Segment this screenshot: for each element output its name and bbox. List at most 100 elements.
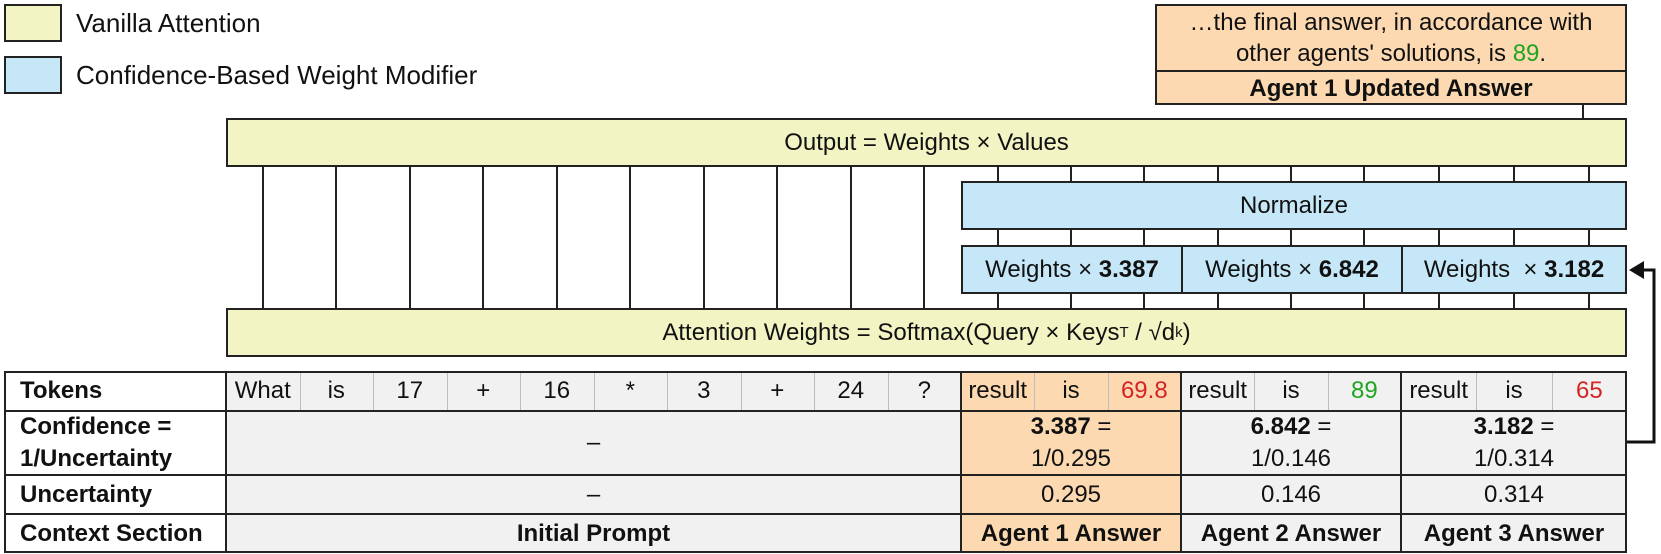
weight-modifier-prefix: Weights × [1205,255,1319,283]
prompt-token: What [234,377,291,404]
token-separator [373,373,374,410]
token-separator [299,373,301,410]
agent-token-connector [996,293,999,309]
agent-1-token: 69.8 [1120,377,1168,404]
agent-1-confidence-eq: = [1090,413,1112,440]
weight-modifier-value: 3.387 [1098,255,1159,283]
agent-3-token: is [1505,377,1523,404]
agent-updated-answer-line1: …the final answer, in accordance with [1189,9,1593,36]
grid-line [4,410,1627,412]
agent-token-connector [1143,229,1146,246]
agent-token-connector [1143,293,1146,309]
answer-value: 89 [1512,40,1540,67]
agent-1-confidence: 3.387 = 1/0.295 [961,411,1181,475]
agent-2-uncertainty: 0.146 [1260,480,1322,508]
context-table: Tokens Confidence = 1/Uncertainty Uncert… [4,371,1627,553]
row-label-tokens: Tokens [20,377,103,404]
row-label-context: Context Section [20,519,203,547]
answer-prefix: other agents' solutions, is [1235,40,1513,67]
agent-3-token: result [1409,377,1468,404]
agent-2-section: Agent 2 Answer [1200,519,1382,547]
agent-3-confidence-value: 3.182 [1473,413,1534,440]
agent-token-connector [1070,166,1072,182]
agent-token-connector [1437,166,1440,182]
agent-updated-answer-box: …the final answer, in accordance with ot… [1155,4,1627,105]
agent-2-token: 89 [1350,377,1378,404]
agent-token-connector [1588,229,1591,246]
attention-formula-sup: T [1119,324,1129,341]
agent-1-section: Agent 1 Answer [980,519,1162,547]
agent-3-confidence-formula: 1/0.314 [1473,445,1555,472]
agent-token-connector [1216,293,1219,309]
prompt-token: 3 [697,377,711,404]
legend-swatch-vanilla [4,4,62,42]
token-separator [814,373,815,410]
agent-1-confidence-value-line: 3.387 = [1031,411,1112,443]
weight-modifier-agent-3: Weights × 3.182 [1401,245,1627,294]
prompt-token: 17 [396,377,424,404]
prompt-uncertainty: – [586,480,601,508]
prompt-token-connector [702,166,705,309]
row-label-uncertainty: Uncertainty [20,480,153,508]
agent-token-connector [1363,293,1366,309]
agent-token-connector [1290,166,1292,182]
agent-token-connector [996,229,999,246]
agent-3-uncertainty: 0.314 [1483,480,1545,508]
agent-3-confidence-value-line: 3.182 = [1474,411,1555,443]
agent-2-3-column-bg [1181,371,1627,553]
token-separator [1034,373,1036,410]
attention-formula-suffix: ) [1182,318,1191,346]
weight-modifier-value: 6.842 [1318,255,1379,283]
token-separator [593,373,595,410]
prompt-token-connector [923,166,926,309]
output-box: Output = Weights × Values [226,118,1627,167]
prompt-token: 16 [543,377,571,404]
agent-updated-answer-text: …the final answer, in accordance with ot… [1157,6,1625,70]
agent-2-token: result [1188,377,1247,404]
agent-token-connector [996,166,999,182]
prompt-token-connector [261,166,264,309]
agent-token-connector [1437,293,1440,309]
token-separator [1327,373,1329,410]
attention-weights-box: Attention Weights = Softmax(Query × Keys… [226,308,1627,357]
normalize-box: Normalize [961,181,1627,230]
prompt-token: is [327,377,345,404]
agent-token-connector [1143,166,1146,182]
agent-token-connector [1216,229,1219,246]
agent-3-confidence-eq: = [1533,413,1555,440]
agent-1-confidence-value: 3.387 [1030,413,1091,440]
token-separator [1107,373,1109,410]
agent-2-confidence-value: 6.842 [1250,413,1311,440]
row-label-confidence: Confidence = 1/Uncertainty [4,411,226,475]
prompt-token-connector [629,166,632,309]
token-separator [1476,373,1478,410]
prompt-token: 24 [837,377,865,404]
prompt-token: ? [917,377,931,404]
row-label-confidence-line2: 1/Uncertainty [20,445,173,472]
agent-1-confidence-formula: 1/0.295 [1030,445,1112,472]
feedback-arrow [1627,261,1656,444]
weight-modifier-prefix: Weights × [985,255,1099,283]
agent-token-connector [1437,229,1440,246]
grid-line [4,474,1627,476]
agent-token-connector [1070,293,1072,309]
token-separator [667,373,668,410]
agent-1-token: is [1062,377,1080,404]
initial-prompt-section: Initial Prompt [516,519,671,547]
agent-2-token: is [1282,377,1300,404]
agent-token-connector [1290,229,1292,246]
agent-token-connector [1363,229,1366,246]
agent-token-connector [1513,166,1515,182]
attention-formula-prefix: Attention Weights = Softmax(Query × Keys [662,318,1120,346]
weight-modifier-prefix: Weights × [1423,255,1545,283]
agent-token-connector [1513,229,1515,246]
table-border [4,371,1627,553]
grid-line [1180,371,1182,553]
attention-formula-sub: k [1175,324,1183,341]
prompt-token: + [770,377,785,404]
grid-line [1400,371,1402,553]
legend-label-vanilla: Vanilla Attention [76,8,261,38]
legend-label-modifier: Confidence-Based Weight Modifier [76,60,478,90]
prompt-token-connector [776,166,779,309]
agent-2-confidence: 6.842 = 1/0.146 [1181,411,1401,475]
